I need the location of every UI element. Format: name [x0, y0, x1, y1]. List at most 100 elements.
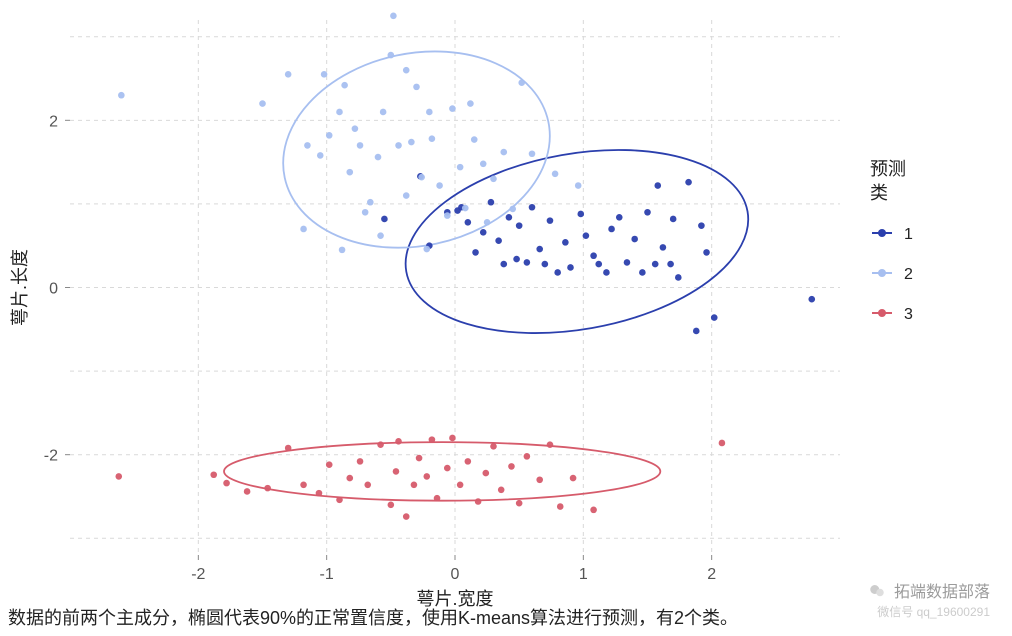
- data-point: [567, 264, 574, 271]
- data-point: [304, 142, 311, 149]
- data-point: [416, 455, 423, 462]
- data-point: [529, 150, 536, 157]
- data-point: [395, 438, 402, 445]
- data-point: [675, 274, 682, 281]
- data-point: [506, 214, 513, 221]
- data-point: [500, 149, 507, 156]
- data-point: [631, 236, 638, 243]
- scatter-chart: -2-1012-202萼片.宽度萼片.长度预测类123: [0, 0, 1012, 636]
- data-point: [388, 52, 395, 59]
- data-point: [210, 471, 217, 478]
- data-point: [259, 100, 266, 107]
- data-point: [667, 261, 674, 268]
- data-point: [364, 481, 371, 488]
- data-point: [444, 465, 451, 472]
- data-point: [346, 169, 353, 176]
- data-point: [388, 502, 395, 509]
- data-point: [411, 481, 418, 488]
- data-point: [341, 82, 348, 89]
- data-point: [536, 476, 543, 483]
- data-point: [264, 485, 271, 492]
- data-point: [413, 84, 420, 91]
- y-tick-label: -2: [44, 448, 58, 465]
- wechat-icon: [868, 582, 886, 600]
- data-point: [513, 256, 520, 263]
- data-point: [381, 216, 388, 223]
- data-point: [624, 259, 631, 266]
- data-point: [518, 79, 525, 86]
- data-point: [547, 217, 554, 224]
- data-point: [467, 100, 474, 107]
- watermark: 拓端数据部落: [868, 578, 990, 602]
- data-point: [300, 226, 307, 233]
- data-point: [536, 246, 543, 253]
- watermark-sub: 微信号 qq_19600291: [877, 603, 990, 620]
- legend-title: 类: [870, 183, 888, 203]
- data-point: [339, 247, 346, 254]
- data-point: [480, 160, 487, 167]
- data-point: [524, 453, 531, 460]
- data-point: [516, 222, 523, 229]
- data-point: [244, 488, 251, 495]
- legend-item-label: 2: [904, 266, 913, 283]
- data-point: [719, 440, 726, 447]
- data-point: [403, 67, 410, 74]
- data-point: [336, 497, 343, 504]
- data-point: [484, 219, 491, 226]
- x-tick-label: -2: [191, 566, 205, 583]
- data-point: [457, 481, 464, 488]
- data-point: [380, 109, 387, 116]
- data-point: [390, 13, 397, 20]
- data-point: [608, 226, 615, 233]
- data-point: [575, 182, 582, 189]
- data-point: [285, 71, 292, 78]
- x-tick-label: -1: [320, 566, 334, 583]
- legend-title: 预测: [870, 159, 906, 179]
- x-tick-label: 0: [451, 566, 460, 583]
- data-point: [465, 458, 472, 465]
- data-point: [595, 261, 602, 268]
- legend-marker-point: [878, 229, 886, 237]
- y-tick-label: 0: [49, 281, 58, 298]
- data-point: [357, 458, 364, 465]
- data-point: [542, 261, 549, 268]
- data-point: [524, 259, 531, 266]
- data-point: [616, 214, 623, 221]
- data-point: [377, 232, 384, 239]
- x-tick-label: 2: [707, 566, 716, 583]
- data-point: [703, 249, 710, 256]
- data-point: [449, 105, 456, 112]
- data-point: [118, 92, 125, 99]
- data-point: [490, 443, 497, 450]
- data-point: [685, 179, 692, 186]
- data-point: [552, 171, 559, 178]
- data-point: [336, 109, 343, 116]
- data-point: [570, 475, 577, 482]
- data-point: [418, 174, 425, 181]
- data-point: [285, 445, 292, 452]
- data-point: [557, 503, 564, 510]
- data-point: [583, 232, 590, 239]
- data-point: [434, 495, 441, 502]
- data-point: [654, 182, 661, 189]
- data-point: [660, 244, 667, 251]
- data-point: [403, 192, 410, 199]
- data-point: [465, 219, 472, 226]
- chart-container: -2-1012-202萼片.宽度萼片.长度预测类123 数据的前两个主成分，椭圆…: [0, 0, 1012, 636]
- data-point: [652, 261, 659, 268]
- data-point: [554, 269, 561, 276]
- data-point: [357, 142, 364, 149]
- data-point: [590, 507, 597, 514]
- y-axis-label: 萼片.长度: [10, 249, 30, 326]
- data-point: [326, 461, 333, 468]
- data-point: [444, 212, 451, 219]
- data-point: [483, 470, 490, 477]
- data-point: [495, 237, 502, 244]
- data-point: [462, 205, 469, 212]
- data-point: [223, 480, 230, 487]
- data-point: [317, 152, 324, 159]
- data-point: [500, 261, 507, 268]
- data-point: [577, 211, 584, 218]
- data-point: [377, 441, 384, 448]
- watermark-text: 拓端数据部落: [894, 584, 990, 601]
